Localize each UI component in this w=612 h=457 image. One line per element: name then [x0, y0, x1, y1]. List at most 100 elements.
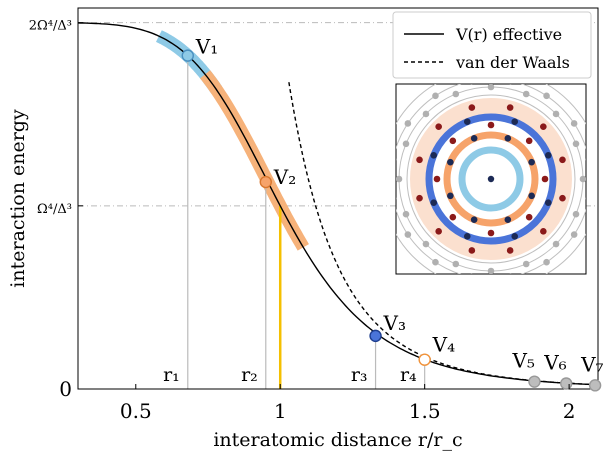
x-tick-label-4: 2: [563, 399, 576, 423]
guide-label-5: r₄: [400, 364, 417, 386]
y-tick-label-1: 0: [59, 377, 72, 401]
inset-dot-2-3: [487, 229, 495, 237]
inset-dot-3-2: [511, 232, 519, 240]
y-axis-label: interaction energy: [7, 109, 29, 288]
inset-dot-6-10: [404, 120, 412, 127]
inset-dot-2-8: [525, 137, 533, 145]
marker-6: [560, 377, 573, 390]
inset-dot-5-4: [522, 260, 530, 268]
x-axis-label: interatomic distance r/r_c: [213, 429, 462, 451]
inset-dot-4-12: [559, 156, 566, 164]
inset-dot-5-8: [402, 210, 410, 218]
marker-label-4: V₄: [432, 333, 455, 357]
x-tick-label-3: 1.5: [409, 399, 441, 423]
inset-dot-5-3: [552, 240, 560, 248]
x-tick-label-2: 1: [274, 399, 287, 423]
inset-dot-5-1: [579, 175, 586, 183]
inset-dot-2-2: [525, 213, 533, 221]
inset-dot-2-6: [449, 137, 457, 145]
inset-ring-peach: [410, 98, 572, 260]
plot-area: [78, 22, 598, 389]
inset-dot-1-3: [470, 216, 478, 223]
inset-dot-5-9: [396, 175, 403, 183]
inset-dot-6-12: [470, 84, 473, 85]
inset-dot-6-16: [585, 158, 586, 161]
inset-dot-2-5: [433, 175, 441, 183]
inset-outer-ring-1: [406, 94, 576, 264]
inset-ring-orange: [443, 131, 539, 227]
inset-dot-4-8: [435, 123, 442, 130]
marker-label-1: V₁: [195, 35, 218, 59]
inset-dot-6-1: [585, 197, 586, 200]
inset-dot-1-1: [528, 192, 535, 200]
inset-dot-3-1: [544, 199, 552, 207]
marker-1: [181, 49, 194, 62]
inset-dot-5-11: [422, 110, 430, 118]
inset-dot-4-9: [468, 104, 476, 111]
inset-dot-3-3: [463, 232, 471, 240]
inset-dot-5-2: [572, 210, 580, 218]
guide-label-1: r₁: [163, 364, 180, 386]
inset-dot-6-2: [570, 231, 578, 238]
inset-dot-4-11: [540, 123, 547, 130]
inset-ring-blue: [425, 113, 557, 245]
inset-dot-3-7: [511, 118, 519, 126]
inset-dot-1-4: [447, 192, 454, 200]
marker-label-6: V₆: [543, 351, 566, 375]
marker-label-7: V₇: [580, 352, 603, 376]
inset-dot-4-2: [540, 228, 547, 235]
inset-dot-5-6: [452, 260, 460, 268]
legend-label-2: van der Waals: [455, 53, 570, 72]
inset-dot-6-3: [543, 258, 550, 266]
inset-dot-2-4: [449, 213, 457, 221]
inset-dot-4-7: [416, 156, 423, 164]
inset-ring-lightblue: [458, 146, 524, 212]
inset-dot-1-8: [528, 158, 535, 166]
inset-dot-2-1: [541, 175, 549, 183]
marker-label-3: V₃: [383, 311, 406, 335]
inset-dot-6-14: [543, 92, 550, 100]
inset-dot-2-7: [487, 121, 495, 129]
inset-dot-4-4: [468, 247, 476, 254]
marker-3: [369, 329, 382, 343]
marker-4: [418, 353, 431, 366]
inset-dot-1-6: [470, 135, 478, 142]
inset-dot-4-5: [435, 228, 442, 235]
marker-5: [528, 375, 541, 388]
inset-dot-6-6: [432, 258, 439, 266]
inset-dot-1-2: [504, 216, 512, 223]
inset-center-dot: [487, 175, 495, 183]
inset-dot-6-7: [404, 231, 412, 238]
inset-dot-6-15: [570, 120, 578, 127]
inset-dot-1-7: [504, 135, 512, 142]
legend-label-1: V(r) effective: [455, 25, 562, 44]
inset-dot-3-8: [544, 151, 552, 159]
inset-dot-5-16: [572, 140, 580, 148]
inset-dot-6-8: [396, 197, 397, 200]
inset-dot-5-7: [422, 240, 430, 248]
inset-dot-6-9: [396, 158, 397, 161]
inset-dot-3-5: [430, 151, 438, 159]
inset-dot-4-10: [506, 104, 514, 111]
inset-dot-1-5: [447, 158, 454, 166]
marker-7: [588, 379, 602, 392]
marker-2: [259, 175, 272, 189]
inset-dot-6-13: [509, 84, 512, 85]
inset-dot-3-4: [430, 199, 438, 207]
marker-label-5: V₅: [511, 349, 534, 373]
inset-content: [396, 84, 586, 274]
inset-dot-4-3: [506, 247, 514, 254]
series-2-line: [288, 82, 598, 386]
y-tick-label-2: Ω⁴/Δ³: [37, 202, 72, 217]
marker-label-2: V₂: [273, 165, 296, 189]
inset-dot-5-5: [487, 267, 495, 274]
inset-dot-4-6: [416, 194, 423, 202]
y-tick-label-3: 2Ω⁴/Δ³: [29, 19, 72, 34]
inset-dot-5-15: [552, 110, 560, 118]
inset-dot-6-11: [432, 92, 439, 100]
axes-frame: [77, 7, 599, 390]
inset-dot-5-10: [402, 140, 410, 148]
legend: V(r) effective van der Waals: [392, 11, 592, 79]
inset-dot-6-5: [470, 273, 473, 274]
